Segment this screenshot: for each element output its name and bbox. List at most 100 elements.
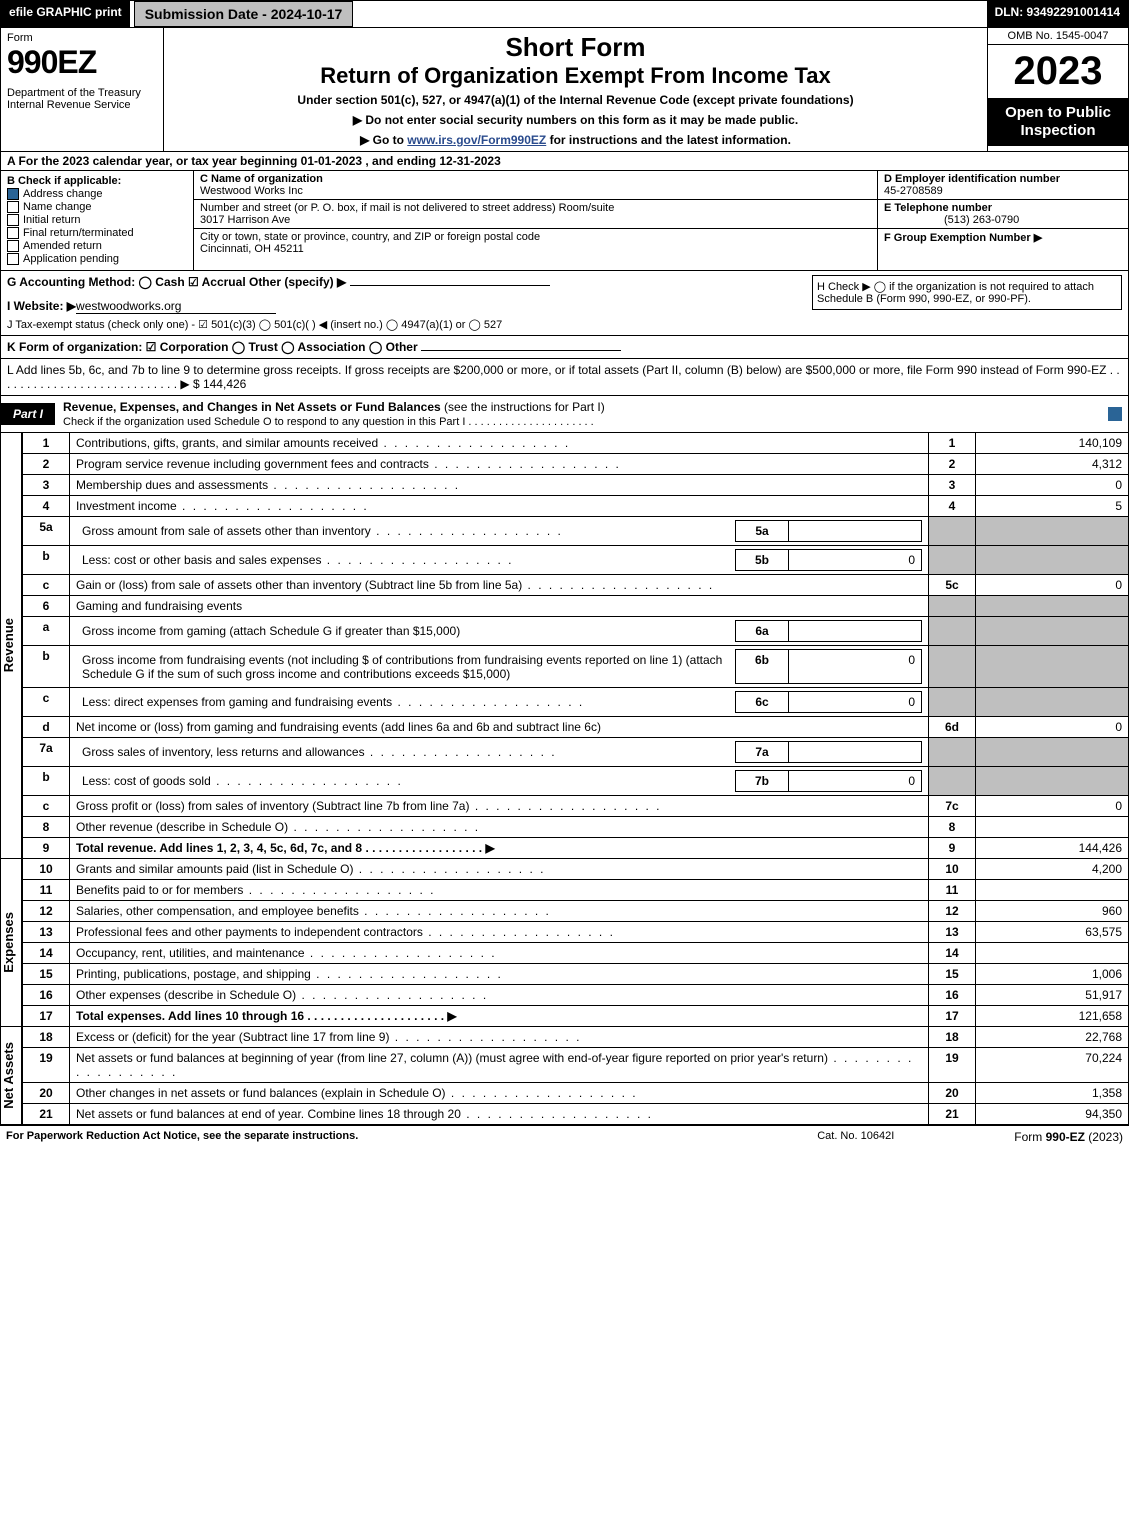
grp-row: F Group Exemption Number ▶ bbox=[878, 229, 1128, 246]
checkbox-icon bbox=[7, 201, 19, 213]
line-a: A For the 2023 calendar year, or tax yea… bbox=[0, 152, 1129, 171]
k-uline bbox=[421, 350, 621, 351]
netassets-label: Net Assets bbox=[1, 1027, 22, 1125]
return-title: Return of Organization Exempt From Incom… bbox=[170, 63, 981, 89]
chk-label: Application pending bbox=[23, 253, 119, 265]
form-number: 990EZ bbox=[7, 44, 157, 81]
goto-pre: ▶ Go to bbox=[360, 133, 407, 147]
line-8: 8Other revenue (describe in Schedule O)8 bbox=[23, 817, 1129, 838]
page-footer: For Paperwork Reduction Act Notice, see … bbox=[0, 1125, 1129, 1148]
chk-initial-return[interactable]: Initial return bbox=[7, 214, 187, 226]
line-k: K Form of organization: ☑ Corporation ◯ … bbox=[0, 336, 1129, 359]
line-7b: bLess: cost of goods sold7b0 bbox=[23, 767, 1129, 796]
line-5a: 5aGross amount from sale of assets other… bbox=[23, 517, 1129, 546]
i-label: I Website: ▶ bbox=[7, 299, 76, 313]
line-9: 9Total revenue. Add lines 1, 2, 3, 4, 5c… bbox=[23, 838, 1129, 859]
revenue-block: Revenue 1Contributions, gifts, grants, a… bbox=[0, 433, 1129, 859]
chk-label: Final return/terminated bbox=[23, 227, 134, 239]
goto-note: ▶ Go to www.irs.gov/Form990EZ for instru… bbox=[170, 133, 981, 147]
expenses-vtext: Expenses bbox=[1, 912, 21, 973]
line-g: G Accounting Method: ◯ Cash ☑ Accrual Ot… bbox=[7, 275, 792, 289]
g-uline bbox=[350, 285, 550, 286]
street-row: Number and street (or P. O. box, if mail… bbox=[194, 200, 877, 229]
footer-left: For Paperwork Reduction Act Notice, see … bbox=[6, 1130, 817, 1144]
line-i: I Website: ▶westwoodworks.org bbox=[7, 299, 792, 314]
website-val[interactable]: westwoodworks.org bbox=[76, 299, 276, 314]
chk-amended[interactable]: Amended return bbox=[7, 240, 187, 252]
line-5b: bLess: cost or other basis and sales exp… bbox=[23, 546, 1129, 575]
short-form-title: Short Form bbox=[170, 32, 981, 63]
line-6d: dNet income or (loss) from gaming and fu… bbox=[23, 717, 1129, 738]
checkbox-icon bbox=[7, 227, 19, 239]
form-label: Form bbox=[7, 32, 157, 44]
chk-app-pending[interactable]: Application pending bbox=[7, 253, 187, 265]
revenue-label: Revenue bbox=[1, 433, 22, 859]
city-val: Cincinnati, OH 45211 bbox=[200, 243, 871, 255]
efile-label[interactable]: efile GRAPHIC print bbox=[1, 1, 130, 27]
chk-label: Initial return bbox=[23, 214, 80, 226]
tel-row: E Telephone number (513) 263-0790 bbox=[878, 200, 1128, 229]
line-3: 3Membership dues and assessments30 bbox=[23, 475, 1129, 496]
line-18: 18Excess or (deficit) for the year (Subt… bbox=[23, 1027, 1129, 1048]
street-val: 3017 Harrison Ave bbox=[200, 214, 871, 226]
netassets-block: Net Assets 18Excess or (deficit) for the… bbox=[0, 1027, 1129, 1125]
checkbox-icon bbox=[7, 240, 19, 252]
checkbox-icon bbox=[7, 253, 19, 265]
line-6b: bGross income from fundraising events (n… bbox=[23, 646, 1129, 688]
part1-tag: Part I bbox=[1, 403, 55, 425]
header-left: Form 990EZ Department of the Treasury In… bbox=[1, 28, 164, 151]
line-19: 19Net assets or fund balances at beginni… bbox=[23, 1048, 1129, 1083]
open-inspection: Open to Public Inspection bbox=[988, 98, 1128, 146]
col-d: D Employer identification number 45-2708… bbox=[877, 171, 1128, 270]
footer-mid: Cat. No. 10642I bbox=[817, 1130, 1014, 1144]
checkbox-icon bbox=[7, 188, 19, 200]
line-12: 12Salaries, other compensation, and empl… bbox=[23, 901, 1129, 922]
l-text: L Add lines 5b, 6c, and 7b to line 9 to … bbox=[7, 363, 1120, 391]
part1-sub: (see the instructions for Part I) bbox=[441, 400, 605, 414]
tax-year: 2023 bbox=[988, 45, 1128, 98]
footer-right: Form 990-EZ (2023) bbox=[1014, 1130, 1123, 1144]
chk-label: Amended return bbox=[23, 240, 102, 252]
l-val: $ 144,426 bbox=[193, 377, 246, 391]
ghij-section: G Accounting Method: ◯ Cash ☑ Accrual Ot… bbox=[0, 271, 1129, 336]
ssn-note: ▶ Do not enter social security numbers o… bbox=[170, 113, 981, 127]
chk-name-change[interactable]: Name change bbox=[7, 201, 187, 213]
chk-final-return[interactable]: Final return/terminated bbox=[7, 227, 187, 239]
spacer bbox=[353, 1, 986, 27]
chk-address-change[interactable]: Address change bbox=[7, 188, 187, 200]
irs-link[interactable]: www.irs.gov/Form990EZ bbox=[407, 133, 546, 147]
form-header: Form 990EZ Department of the Treasury In… bbox=[0, 28, 1129, 152]
part1-checkbox-icon[interactable] bbox=[1108, 407, 1122, 421]
line-15: 15Printing, publications, postage, and s… bbox=[23, 964, 1129, 985]
tel-label: E Telephone number bbox=[884, 202, 992, 214]
line-4: 4Investment income45 bbox=[23, 496, 1129, 517]
part1-title: Revenue, Expenses, and Changes in Net As… bbox=[55, 396, 1108, 432]
line-1: 1Contributions, gifts, grants, and simil… bbox=[23, 433, 1129, 454]
expenses-block: Expenses 10Grants and similar amounts pa… bbox=[0, 859, 1129, 1027]
top-bar: efile GRAPHIC print Submission Date - 20… bbox=[0, 0, 1129, 28]
netassets-table: 18Excess or (deficit) for the year (Subt… bbox=[22, 1027, 1129, 1125]
line-2: 2Program service revenue including gover… bbox=[23, 454, 1129, 475]
org-name: Westwood Works Inc bbox=[200, 185, 871, 197]
header-right: OMB No. 1545-0047 2023 Open to Public In… bbox=[987, 28, 1128, 151]
line-21: 21Net assets or fund balances at end of … bbox=[23, 1104, 1129, 1125]
line-14: 14Occupancy, rent, utilities, and mainte… bbox=[23, 943, 1129, 964]
city-row: City or town, state or province, country… bbox=[194, 229, 877, 257]
line-10: 10Grants and similar amounts paid (list … bbox=[23, 859, 1129, 880]
line-l: L Add lines 5b, 6c, and 7b to line 9 to … bbox=[0, 359, 1129, 396]
line-6a: aGross income from gaming (attach Schedu… bbox=[23, 617, 1129, 646]
col-c: C Name of organization Westwood Works In… bbox=[194, 171, 877, 270]
omb-number: OMB No. 1545-0047 bbox=[988, 28, 1128, 45]
expenses-table: 10Grants and similar amounts paid (list … bbox=[22, 859, 1129, 1027]
line-j: J Tax-exempt status (check only one) - ☑… bbox=[7, 318, 792, 331]
dept-label: Department of the Treasury Internal Reve… bbox=[7, 87, 157, 111]
netassets-vtext: Net Assets bbox=[1, 1042, 21, 1109]
line-7c: cGross profit or (loss) from sales of in… bbox=[23, 796, 1129, 817]
chk-label: Address change bbox=[23, 188, 103, 200]
ein-label: D Employer identification number bbox=[884, 173, 1060, 185]
bcd-block: B Check if applicable: Address change Na… bbox=[0, 171, 1129, 271]
line-9-text: Total revenue. Add lines 1, 2, 3, 4, 5c,… bbox=[76, 841, 495, 855]
city-label: City or town, state or province, country… bbox=[200, 231, 871, 243]
part1-header: Part I Revenue, Expenses, and Changes in… bbox=[0, 396, 1129, 433]
grp-label: F Group Exemption Number ▶ bbox=[884, 232, 1042, 244]
